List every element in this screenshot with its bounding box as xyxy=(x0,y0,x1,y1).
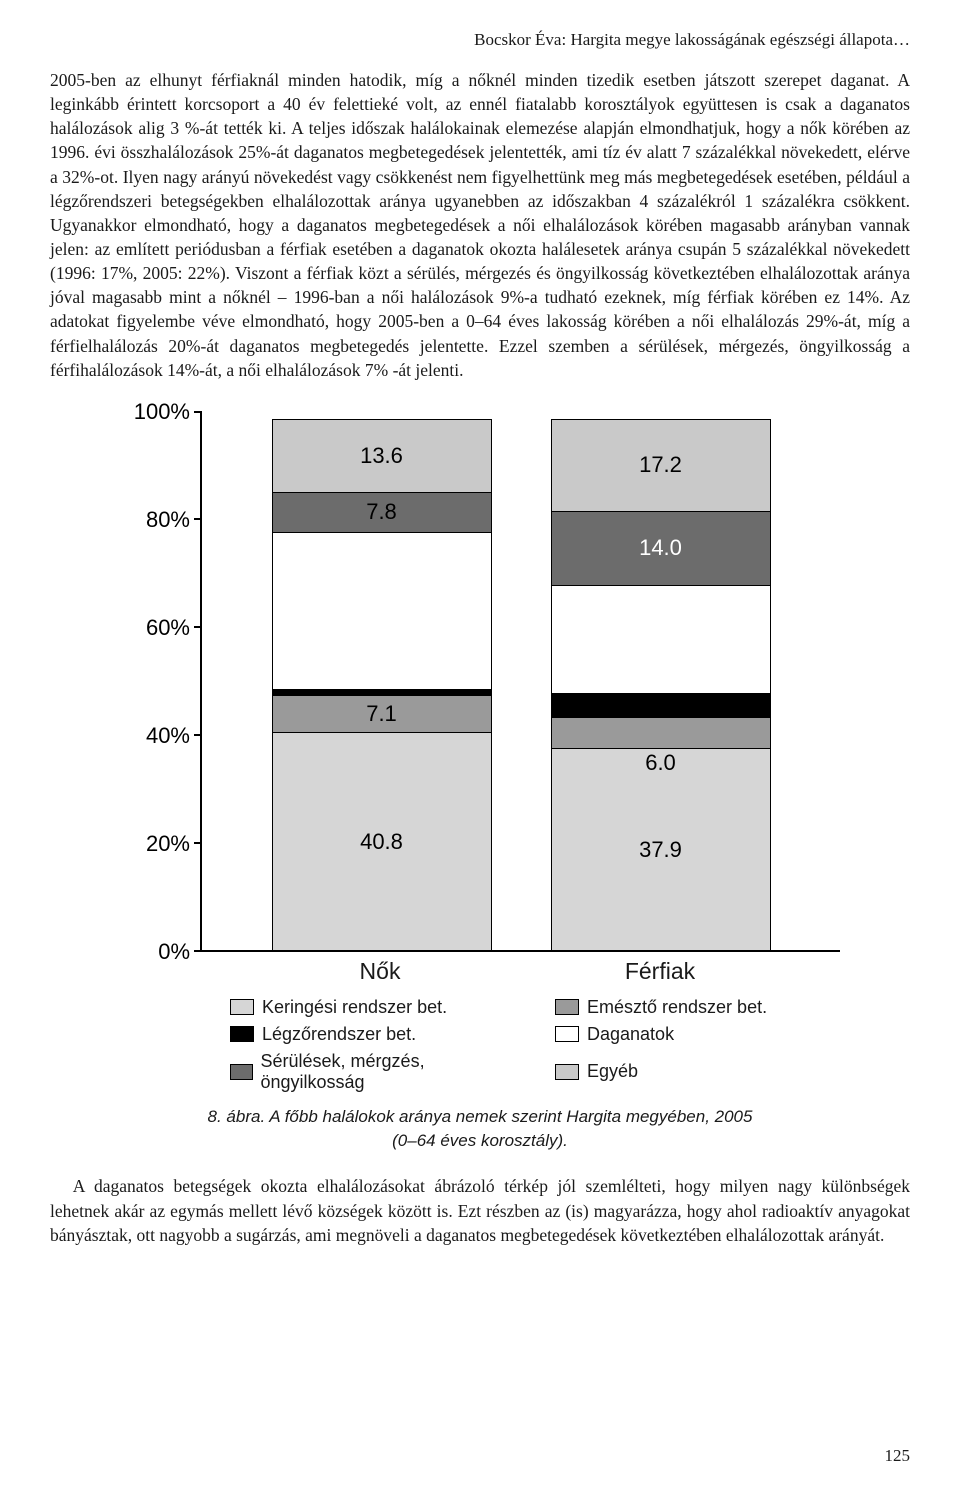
swatch-icon xyxy=(230,999,254,1015)
seg-ferfiak-emeszto: 6.0 xyxy=(551,716,771,748)
seg-nok-emeszto: 7.1 xyxy=(272,695,492,733)
y-axis: 0% 20% 40% 60% 80% 100% xyxy=(120,412,200,952)
legend-label: Keringési rendszer bet. xyxy=(262,997,447,1018)
legend-emeszto: Emésztő rendszer bet. xyxy=(555,997,840,1018)
body-text-block: 2005-ben az elhunyt férfiaknál minden ha… xyxy=(50,68,910,382)
swatch-icon xyxy=(230,1026,254,1042)
seg-nok-egyeb: 13.6 xyxy=(272,419,492,492)
caption-line-1: 8. ábra. A főbb halálokok aránya nemek s… xyxy=(208,1107,753,1126)
chart-legend: Keringési rendszer bet. Emésztő rendszer… xyxy=(230,997,840,1093)
seg-label: 17.2 xyxy=(639,452,682,478)
swatch-icon xyxy=(555,999,579,1015)
seg-ferfiak-egyeb: 17.2 xyxy=(551,419,771,512)
body-text-block-2: A daganatos betegségek okozta elhalálozá… xyxy=(50,1174,910,1246)
swatch-icon xyxy=(230,1064,253,1080)
seg-label: 14.0 xyxy=(639,535,682,561)
x-label-nok: Nők xyxy=(270,958,490,985)
seg-nok-keringesi: 40.8 xyxy=(272,732,492,952)
y-tick-20: 20% xyxy=(146,831,190,857)
seg-ferfiak-legzo: 4.7 xyxy=(551,692,771,717)
bar-ferfiak: 37.9 6.0 4.7 20.3 14.0 17.2 xyxy=(551,420,771,952)
seg-label: 7.8 xyxy=(366,499,397,525)
swatch-icon xyxy=(555,1064,579,1080)
legend-label: Egyéb xyxy=(587,1061,638,1082)
y-tick-40: 40% xyxy=(146,723,190,749)
legend-label: Sérülések, mérgzés, öngyilkosság xyxy=(261,1051,516,1093)
bar-nok: 40.8 7.1 1.4 29.3 7.8 13.6 xyxy=(272,421,492,952)
seg-label: 7.1 xyxy=(366,701,397,727)
paragraph-2: A daganatos betegségek okozta elhalálozá… xyxy=(50,1174,910,1246)
chart-plot-area: 40.8 7.1 1.4 29.3 7.8 13.6 xyxy=(200,412,840,952)
caption-line-2: (0–64 éves korosztály). xyxy=(392,1131,568,1150)
seg-ferfiak-keringesi: 37.9 xyxy=(551,747,771,952)
seg-label: 6.0 xyxy=(552,748,770,776)
seg-label: 37.9 xyxy=(639,837,682,863)
legend-legzo: Légzőrendszer bet. xyxy=(230,1024,515,1045)
paragraph-1: 2005-ben az elhunyt férfiaknál minden ha… xyxy=(50,68,910,382)
running-header: Bocskor Éva: Hargita megye lakosságának … xyxy=(50,30,910,50)
legend-label: Légzőrendszer bet. xyxy=(262,1024,416,1045)
seg-label: 40.8 xyxy=(360,829,403,855)
x-axis-labels: Nők Férfiak xyxy=(200,952,840,985)
swatch-icon xyxy=(555,1026,579,1042)
legend-keringesi: Keringési rendszer bet. xyxy=(230,997,515,1018)
seg-ferfiak-daganatok: 20.3 xyxy=(551,584,771,694)
y-tick-80: 80% xyxy=(146,507,190,533)
legend-egyeb: Egyéb xyxy=(555,1051,840,1093)
y-tick-0: 0% xyxy=(158,939,190,965)
legend-serules: Sérülések, mérgzés, öngyilkosság xyxy=(230,1051,515,1093)
figure-caption: 8. ábra. A főbb halálokok aránya nemek s… xyxy=(120,1105,840,1153)
legend-label: Daganatok xyxy=(587,1024,674,1045)
seg-label: 13.6 xyxy=(360,443,403,469)
seg-nok-daganatok: 29.3 xyxy=(272,532,492,690)
legend-daganatok: Daganatok xyxy=(555,1024,840,1045)
legend-label: Emésztő rendszer bet. xyxy=(587,997,767,1018)
seg-ferfiak-serules: 14.0 xyxy=(551,510,771,586)
seg-nok-serules: 7.8 xyxy=(272,491,492,533)
x-label-ferfiak: Férfiak xyxy=(550,958,770,985)
y-tick-60: 60% xyxy=(146,615,190,641)
y-tick-100: 100% xyxy=(134,399,190,425)
page-number: 125 xyxy=(885,1446,911,1466)
stacked-bar-chart: 0% 20% 40% 60% 80% 100% 40.8 xyxy=(120,412,840,1153)
